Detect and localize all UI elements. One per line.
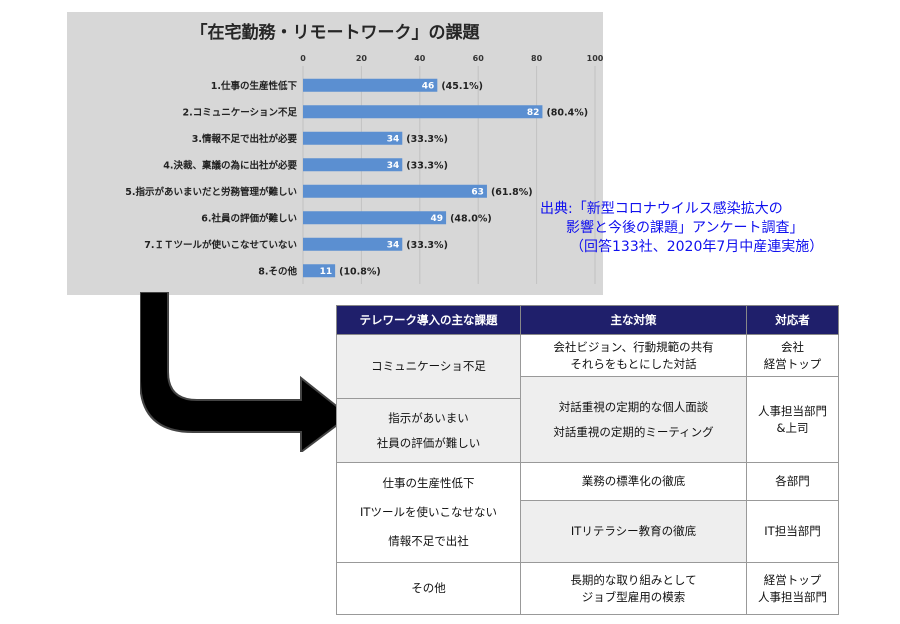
category-label: 2.コミュニケーション不足 [182, 107, 297, 118]
owner-cell: 各部門 [746, 462, 839, 501]
header-owner: 対応者 [746, 305, 839, 335]
owner-cell: 経営トップ 人事担当部門 [746, 562, 839, 615]
bar [303, 131, 403, 145]
x-tick-label: 20 [356, 54, 368, 63]
measure-cell: 会社ビジョン、行動規範の共有 それらをもとにした対話 [520, 334, 747, 377]
bar [303, 78, 438, 92]
source-line-1: 出典:「新型コロナウイルス感染拡大の [540, 201, 783, 217]
bar-value-label: 34 [387, 161, 400, 171]
bar [303, 184, 487, 198]
table-row: 仕事の生産性低下 ITツールを使いこなせない 情報不足で出社 業務の標準化の徹底… [336, 462, 839, 563]
header-measure: 主な対策 [520, 305, 747, 335]
countermeasure-table: テレワーク導入の主な課題 主な対策 対応者 コミュニケーショ不足 会社ビジョン、… [336, 305, 839, 615]
bar-percent-label: (33.3%) [406, 240, 448, 251]
category-label: 4.決裁、稟議の為に出社が必要 [163, 159, 297, 171]
bar-percent-label: (61.8%) [491, 187, 533, 198]
measure-cell: 業務の標準化の徹底 [520, 462, 747, 501]
x-tick-label: 0 [300, 54, 306, 63]
x-tick-label: 80 [531, 54, 543, 63]
source-line-2: 影響と今後の課題」アンケート調査」 [566, 220, 804, 236]
chart-title: 「在宅勤務・リモートワーク」の課題 [191, 22, 481, 43]
bar-percent-label: (48.0%) [450, 213, 492, 224]
table-row: 指示があいまい 社員の評価が難しい [336, 398, 839, 463]
bar-percent-label: (80.4%) [546, 107, 588, 118]
bar [303, 264, 336, 278]
measure-cell: 長期的な取り組みとして ジョブ型雇用の模索 [520, 562, 747, 615]
category-label: 6.社員の評価が難しい [201, 212, 297, 224]
bar [303, 105, 543, 119]
category-label: 5.指示があいまいだと労務管理が難しい [125, 186, 297, 198]
bar-value-label: 34 [387, 134, 400, 144]
x-tick-label: 60 [473, 54, 485, 63]
bar [303, 211, 447, 225]
bar-value-label: 34 [387, 240, 400, 250]
bar-percent-label: (33.3%) [406, 160, 448, 171]
issue-cell: コミュニケーショ不足 [336, 334, 521, 399]
header-issue: テレワーク導入の主な課題 [336, 305, 521, 335]
bar-value-label: 49 [431, 214, 444, 224]
bar-value-label: 11 [320, 267, 333, 277]
measure-cell: ITリテラシー教育の徹底 [520, 500, 747, 563]
table-row: 対話重視の定期的な個人面談 対話重視の定期的ミーティング 人事担当部門 &上司 [337, 376, 839, 463]
x-tick-label: 40 [414, 54, 426, 63]
bar [303, 237, 403, 251]
measure-cell: 対話重視の定期的な個人面談 対話重視の定期的ミーティング [520, 376, 747, 463]
category-label: 7.ＩＴツールが使いこなせていない [144, 239, 297, 251]
bars: 1.仕事の生産性低下 46 (45.1%) 2.コミュニケーション不足 82 (80.4%… [125, 78, 588, 278]
bar-chart: 「在宅勤務・リモートワーク」の課題 0 20 40 60 80 100 1.仕事の生産性低… [125, 22, 603, 284]
bar-percent-label: (10.8%) [339, 266, 381, 277]
bar [303, 158, 403, 172]
x-tick-label: 100 [587, 54, 603, 63]
issue-cell: その他 [336, 562, 521, 615]
bar-value-label: 82 [527, 108, 540, 118]
category-label: 1.仕事の生産性低下 [211, 80, 298, 92]
bar-value-label: 46 [422, 81, 435, 91]
table-row: ITリテラシー教育の徹底 IT担当部門 [337, 500, 839, 563]
owner-cell: 会社 経営トップ [746, 334, 839, 377]
owner-cell: 人事担当部門 &上司 [746, 376, 839, 463]
issue-cell: 仕事の生産性低下 ITツールを使いこなせない 情報不足で出社 [336, 462, 521, 563]
owner-cell: IT担当部門 [746, 500, 839, 563]
category-label: 8.その他 [258, 265, 297, 277]
table-row: コミュニケーショ不足 会社ビジョン、行動規範の共有 それらをもとにした対話 会社… [336, 334, 839, 399]
bar-value-label: 63 [471, 187, 484, 197]
curved-arrow-icon [140, 292, 340, 452]
category-label: 3.情報不足で出社が必要 [192, 133, 298, 145]
source-note: 出典:「新型コロナウイルス感染拡大の 影響と今後の課題」アンケート調査」 （回答… [540, 200, 870, 257]
table-header-row: テレワーク導入の主な課題 主な対策 対応者 [336, 305, 839, 335]
source-line-3: （回答133社、2020年7月中産連実施） [570, 239, 824, 255]
table-row: その他 長期的な取り組みとして ジョブ型雇用の模索 経営トップ 人事担当部門 [336, 562, 839, 615]
chart-panel: 「在宅勤務・リモートワーク」の課題 0 20 40 60 80 100 1.仕事の生産性低… [67, 12, 603, 295]
bar-percent-label: (33.3%) [406, 134, 448, 145]
bar-percent-label: (45.1%) [441, 81, 483, 92]
x-axis-ticks: 0 20 40 60 80 100 [300, 54, 603, 63]
issue-cell: 指示があいまい 社員の評価が難しい [336, 398, 521, 463]
